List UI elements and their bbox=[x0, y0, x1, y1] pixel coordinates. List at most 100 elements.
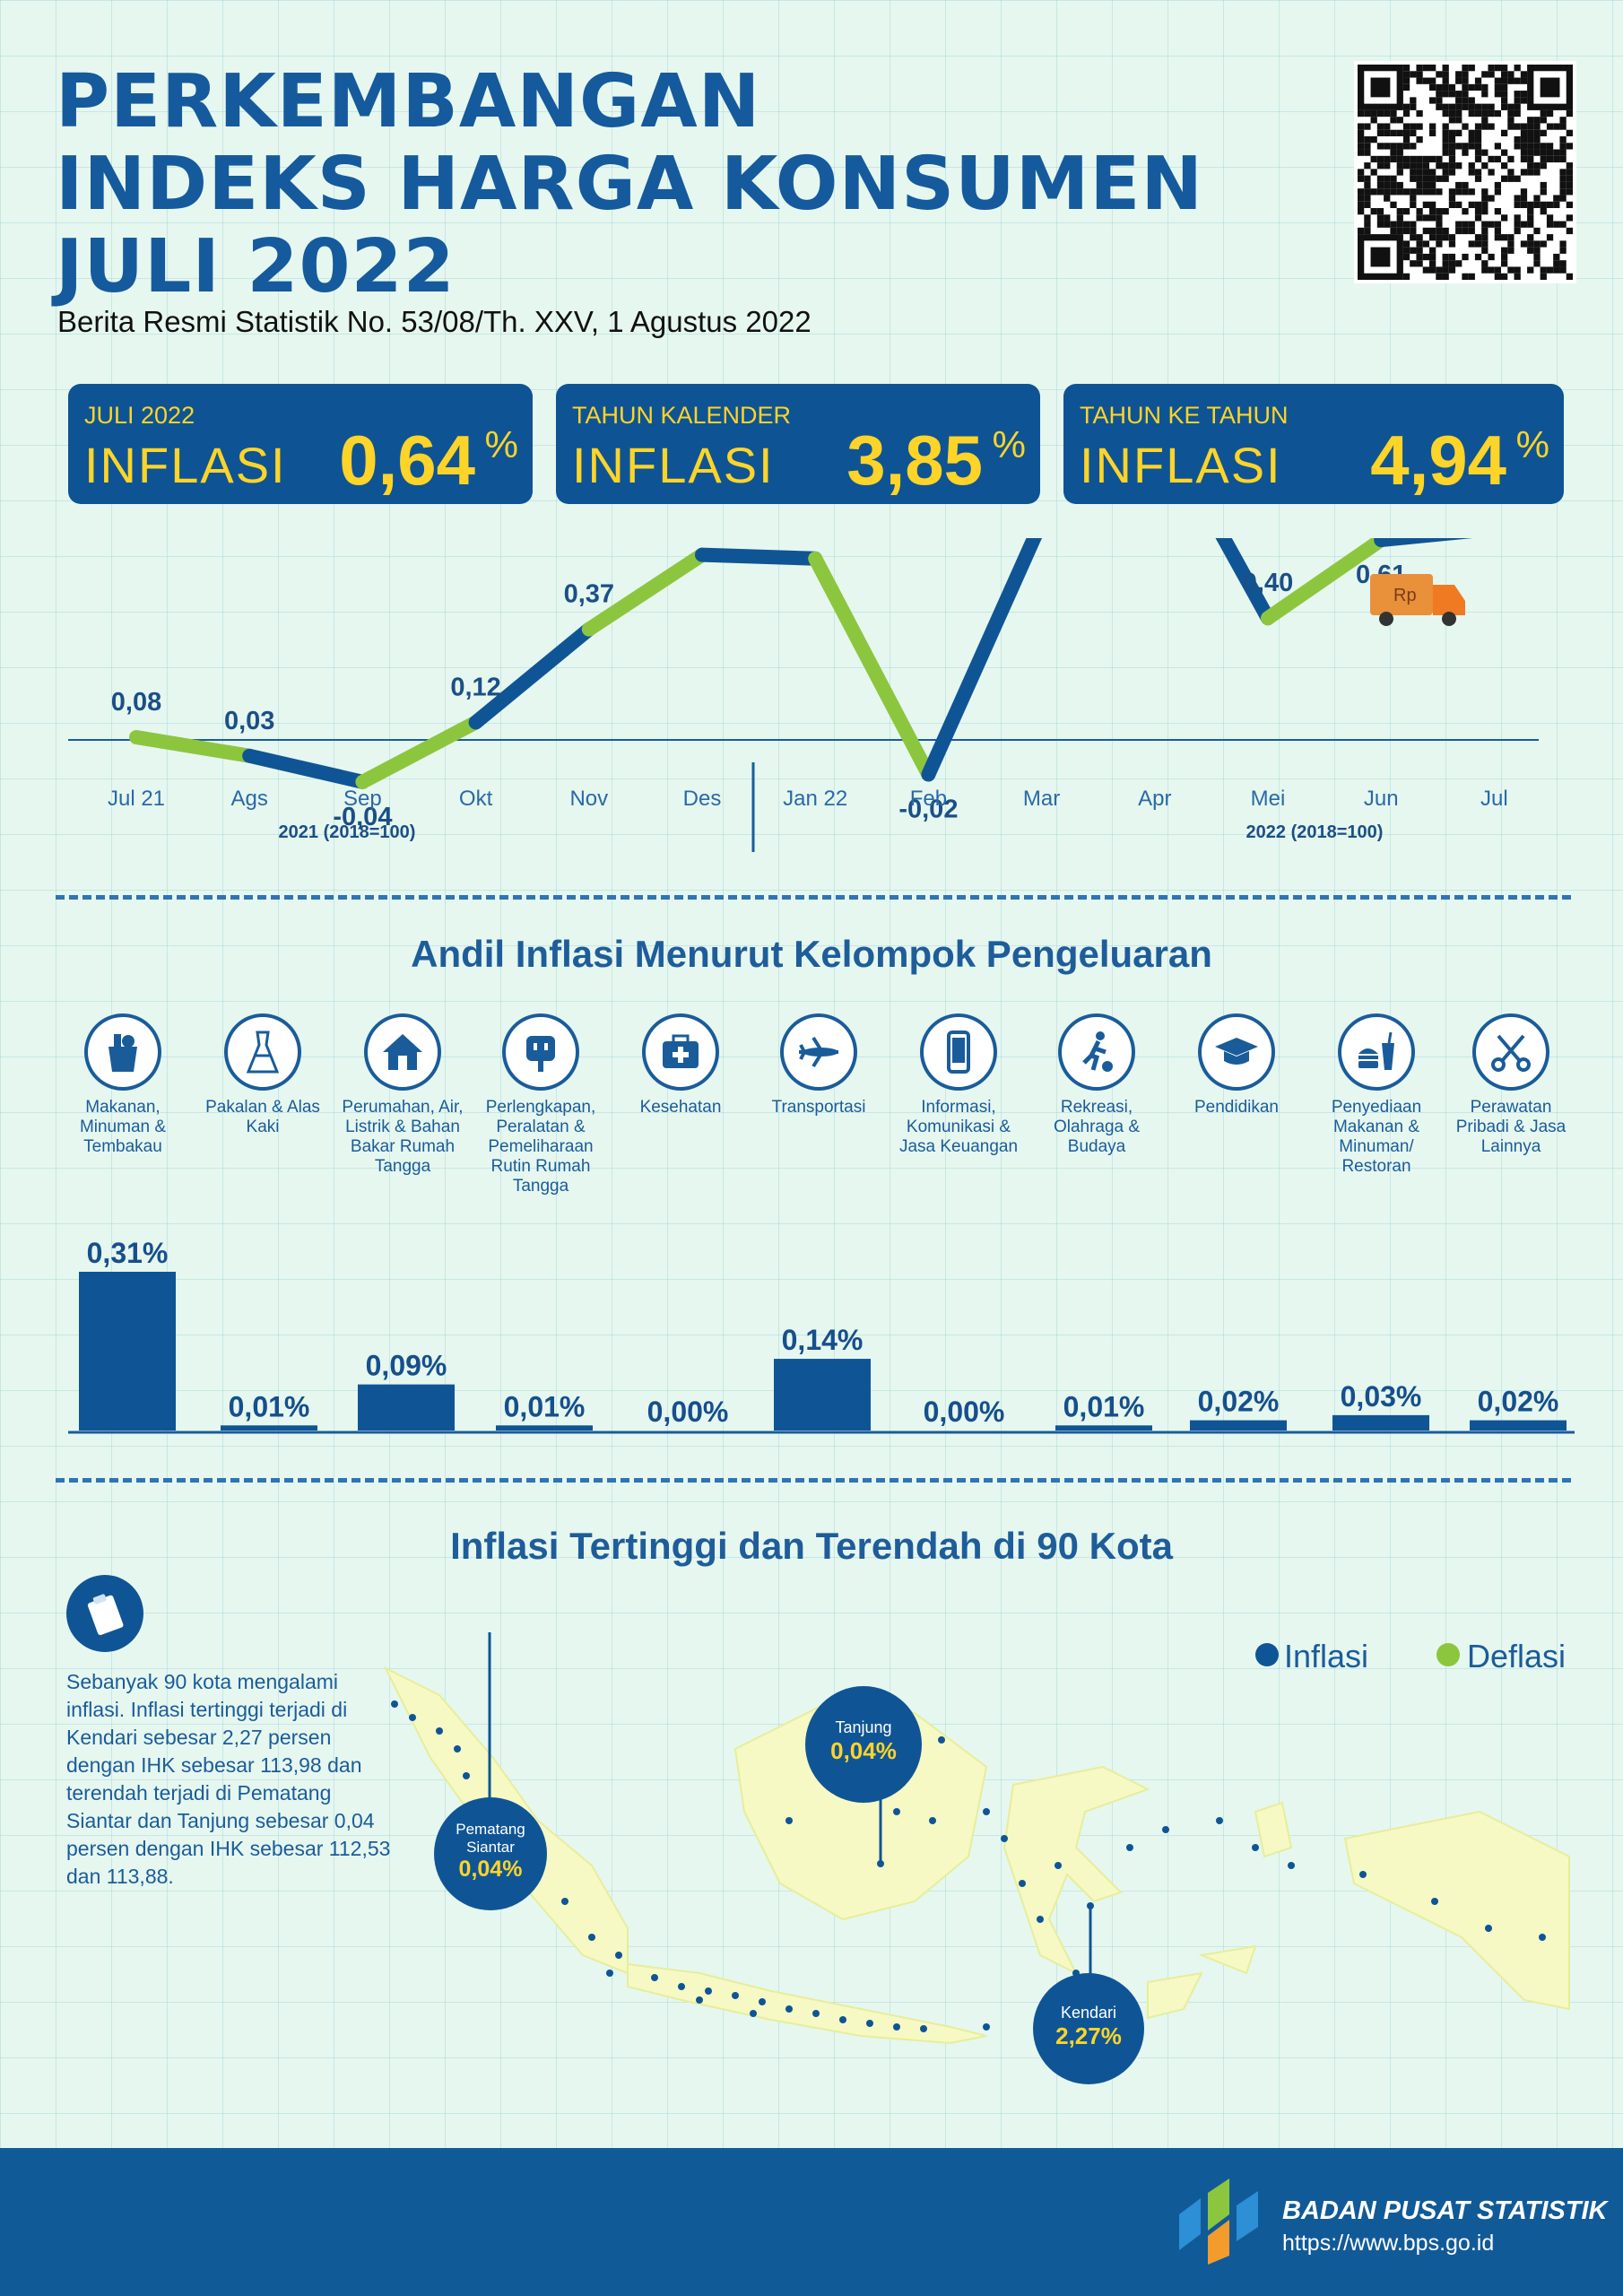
trend-segment bbox=[468, 622, 596, 730]
category-label: Pendidikan bbox=[1193, 1098, 1280, 1117]
category-food: Makanan, Minuman & Tembakau bbox=[57, 1013, 188, 1157]
section-divider bbox=[56, 895, 1571, 900]
footer-url[interactable]: https://www.bps.go.id bbox=[1282, 2231, 1495, 2256]
contribution-bar bbox=[774, 1359, 871, 1431]
year-note-2022: 2022 (2018=100) bbox=[1246, 822, 1384, 842]
category-label: Makanan, Minuman & Tembakau bbox=[79, 1098, 167, 1156]
kpi-value: 4,94 bbox=[1370, 421, 1506, 500]
city-dot bbox=[391, 1700, 398, 1708]
category-label: Informasi, Komunikasi & Jasa Keuangan bbox=[898, 1098, 1019, 1156]
city-dot bbox=[1431, 1898, 1438, 1905]
title-line-3: JULI 2022 bbox=[56, 224, 456, 309]
city-dot bbox=[750, 2010, 757, 2017]
city-name: Pematang Siantar bbox=[456, 1821, 525, 1856]
qr-code[interactable] bbox=[1354, 61, 1576, 283]
soccer-player-icon bbox=[1058, 1013, 1135, 1091]
map-landmass bbox=[383, 1665, 1570, 2045]
city-dot bbox=[983, 1808, 990, 1815]
city-kendari[interactable]: Kendari 2,27% bbox=[1033, 1973, 1144, 2084]
city-value: 0,04% bbox=[830, 1737, 897, 1764]
city-dot bbox=[759, 1998, 766, 2005]
contribution-bar bbox=[1332, 1414, 1429, 1431]
category-transport: Transportasi bbox=[753, 1013, 884, 1118]
trend-tick-label: Nov bbox=[569, 787, 608, 811]
city-dot bbox=[839, 2016, 846, 2023]
footer-org: BADAN PUSAT STATISTIK bbox=[1282, 2196, 1608, 2225]
kpi-label: TAHUN KALENDER bbox=[572, 402, 792, 429]
kpi-unit: % bbox=[1515, 423, 1549, 465]
category-housing: Perumahan, Air, Listrik & Bahan Bakar Ru… bbox=[337, 1013, 468, 1177]
legend-inflasi-marker bbox=[1255, 1643, 1279, 1666]
trend-tick-label: Okt bbox=[459, 787, 493, 811]
city-dot bbox=[1539, 1934, 1546, 1941]
trend-data-label: 0,37 bbox=[564, 580, 614, 609]
trend-segment bbox=[808, 551, 936, 782]
kpi-year-on-year: TAHUN KE TAHUN INFLASI 4,94 % bbox=[1063, 384, 1564, 504]
svg-text:Rp: Rp bbox=[1393, 586, 1417, 605]
trend-tick-label: Jun bbox=[1364, 787, 1399, 811]
city-dot bbox=[1252, 1844, 1259, 1851]
delivery-truck-icon: Rp bbox=[1370, 574, 1465, 626]
category-recreation: Rekreasi, Olahraga & Budaya bbox=[1031, 1013, 1162, 1157]
year-note-2021: 2021 (2018=100) bbox=[279, 822, 416, 842]
legend-deflasi-marker bbox=[1436, 1643, 1460, 1666]
category-communication: Informasi, Komunikasi & Jasa Keuangan bbox=[893, 1013, 1024, 1157]
contribution-bar-chart: 0,31% 0,01% 0,09% 0,01% 0,00% 0,14% 0,00% 0,01%… bbox=[68, 1237, 1575, 1434]
graduation-cap-icon bbox=[1198, 1013, 1275, 1091]
city-dot bbox=[678, 1983, 685, 1990]
trend-data-label: 0,40 bbox=[1243, 569, 1293, 597]
city-dot bbox=[705, 1987, 712, 1995]
page-subtitle: Berita Resmi Statistik No. 53/08/Th. XXV… bbox=[57, 305, 812, 338]
trend-tick-label: Jul 21 bbox=[108, 787, 165, 811]
city-dot bbox=[454, 1745, 461, 1752]
title-line-1: PERKEMBANGAN bbox=[56, 59, 761, 144]
title-line-2: INDEKS HARGA KONSUMEN bbox=[56, 142, 1203, 227]
city-dot bbox=[1055, 1862, 1062, 1869]
city-dot bbox=[866, 2020, 873, 2027]
city-dot bbox=[651, 1974, 658, 1981]
category-icon-row: Makanan, Minuman & Tembakau Pakalan & Al… bbox=[0, 1013, 1623, 1220]
trend-tick-label: Apr bbox=[1138, 787, 1171, 811]
trend-segment bbox=[695, 547, 823, 566]
city-dot bbox=[409, 1714, 416, 1721]
section-divider bbox=[56, 1478, 1571, 1483]
contribution-bar bbox=[79, 1272, 176, 1431]
city-dot bbox=[436, 1727, 443, 1735]
city-dot bbox=[606, 1970, 613, 1977]
city-tanjung[interactable]: Tanjung 0,04% bbox=[805, 1686, 922, 1803]
bar-value-label: 0,31% bbox=[87, 1237, 169, 1269]
bar-value-label: 0,02% bbox=[1198, 1386, 1280, 1418]
city-dot bbox=[588, 1934, 595, 1941]
bar-value-label: 0,03% bbox=[1341, 1380, 1422, 1413]
trend-tick-label: Mar bbox=[1023, 787, 1060, 811]
city-dot bbox=[1037, 1916, 1044, 1923]
city-dot bbox=[1485, 1925, 1492, 1932]
city-name: Tanjung bbox=[835, 1718, 892, 1736]
category-label: Pakalan & Alas Kaki bbox=[205, 1098, 320, 1136]
kpi-label: JULI 2022 bbox=[84, 402, 195, 429]
category-household: Perlengkapan, Peralatan & Pemeliharaan R… bbox=[475, 1013, 606, 1196]
category-label: Perlengkapan, Peralatan & Pemeliharaan R… bbox=[485, 1098, 596, 1196]
trend-segment bbox=[1374, 538, 1473, 548]
contribution-bar bbox=[358, 1384, 455, 1431]
kpi-label: TAHUN KE TAHUN bbox=[1080, 402, 1289, 429]
cities-note: Sebanyak 90 kota mengalami inflasi. Infl… bbox=[66, 1670, 391, 1888]
city-dot bbox=[812, 2010, 820, 2017]
qr-code-pattern bbox=[1358, 65, 1573, 280]
city-pematang-siantar[interactable]: Pematang Siantar 0,04% bbox=[434, 1797, 547, 1910]
contribution-bar bbox=[221, 1425, 317, 1431]
trend-segment bbox=[355, 715, 483, 789]
category-label: Transportasi bbox=[771, 1098, 866, 1117]
trend-segment bbox=[242, 748, 370, 789]
trend-tick-label: Des bbox=[683, 787, 722, 811]
city-dot bbox=[1162, 1826, 1169, 1833]
category-label: Penyediaan Makanan & Minuman/ Restoran bbox=[1331, 1098, 1422, 1176]
bar-value-label: 0,14% bbox=[782, 1324, 864, 1356]
trend-segment bbox=[1261, 538, 1389, 626]
category-personal-care: Perawatan Pribadi & Jasa Lainnya bbox=[1445, 1013, 1576, 1157]
legend-inflasi-label: Inflasi bbox=[1284, 1638, 1369, 1674]
bps-logo-icon bbox=[1179, 2179, 1258, 2265]
city-dot bbox=[1288, 1862, 1295, 1869]
bar-value-label: 0,09% bbox=[366, 1350, 447, 1382]
kpi-value: 0,64 bbox=[339, 421, 475, 500]
